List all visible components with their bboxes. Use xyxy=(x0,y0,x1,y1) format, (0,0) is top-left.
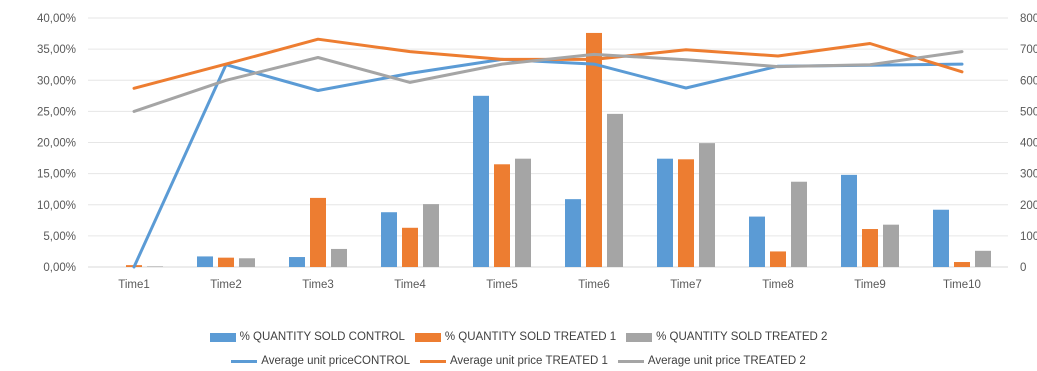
legend-label: % QUANTITY SOLD TREATED 2 xyxy=(656,331,828,343)
combo-chart: 0,00% 5,00% 10,00% 15,00% 20,00% 25,00% 30,00%… xyxy=(37,13,1037,291)
legend-swatch xyxy=(209,332,236,342)
legend-label: Average unit price TREATED 2 xyxy=(647,355,806,367)
series-line xyxy=(132,37,964,90)
y-tick-label-left: 5,00% xyxy=(43,231,76,243)
bar xyxy=(699,143,715,267)
bar xyxy=(218,257,234,267)
bar xyxy=(791,181,807,267)
x-tick-label: Time7 xyxy=(670,279,702,291)
y-tick-label-left: 40,00% xyxy=(37,13,76,25)
bar xyxy=(310,197,326,267)
legend-label: % QUANTITY SOLD TREATED 1 xyxy=(444,331,617,343)
legend-label: Average unit priceCONTROL xyxy=(261,355,410,367)
y-tick-label-right: 100 xyxy=(1020,231,1037,243)
bar xyxy=(331,248,347,267)
x-tick-label: Time1 xyxy=(118,279,150,291)
bar xyxy=(607,113,623,268)
series-line xyxy=(132,50,964,113)
bar xyxy=(197,256,213,267)
x-tick-label: Time3 xyxy=(302,279,334,291)
y-tick-label-left: 25,00% xyxy=(37,106,76,118)
bar xyxy=(883,224,899,267)
x-tick-label: Time6 xyxy=(578,279,610,291)
legend-label: % QUANTITY SOLD CONTROL xyxy=(239,331,405,343)
legend-row-bars: % QUANTITY SOLD CONTROL % QUANTITY SOLD … xyxy=(0,331,1037,343)
legend-row-lines: Average unit priceCONTROL Average unit p… xyxy=(0,355,1037,367)
bar xyxy=(381,212,397,267)
legend-item-control-line: Average unit priceCONTROL xyxy=(231,355,410,367)
bar xyxy=(402,227,418,267)
y-axis-right: 0 100 200 300 400 500 600 700 800 xyxy=(1020,13,1037,274)
bar xyxy=(473,95,489,267)
y-tick-label-right: 700 xyxy=(1020,44,1037,56)
y-tick-label-left: 20,00% xyxy=(37,138,76,150)
bar xyxy=(565,199,581,267)
line-series-group xyxy=(132,37,964,269)
y-tick-label-right: 400 xyxy=(1020,138,1037,150)
y-tick-label-right: 500 xyxy=(1020,106,1037,118)
y-tick-label-left: 10,00% xyxy=(37,200,76,212)
legend-label: Average unit price TREATED 1 xyxy=(449,355,608,367)
bar xyxy=(954,262,970,267)
bar xyxy=(515,158,531,267)
y-tick-label-left: 30,00% xyxy=(37,75,76,87)
bar xyxy=(586,32,602,267)
bar xyxy=(423,204,439,267)
bar xyxy=(841,174,857,267)
legend-swatch xyxy=(419,359,446,363)
bar xyxy=(289,257,305,267)
x-axis: Time1 Time2 Time3 Time4 Time5 Time6 Time7 Time8… xyxy=(118,279,981,291)
legend-item-control-bar: % QUANTITY SOLD CONTROL xyxy=(209,331,405,343)
y-tick-label-right: 600 xyxy=(1020,75,1037,87)
legend-swatch xyxy=(626,332,653,342)
bar xyxy=(862,229,878,267)
bar xyxy=(933,209,949,267)
bar-series-group xyxy=(126,32,991,268)
bar xyxy=(239,258,255,267)
legend-swatch xyxy=(414,332,441,342)
legend-item-treated2-line: Average unit price TREATED 2 xyxy=(617,355,806,367)
x-tick-label: Time10 xyxy=(943,279,981,291)
legend-item-treated1-line: Average unit price TREATED 1 xyxy=(419,355,608,367)
bar xyxy=(657,158,673,267)
bar xyxy=(147,266,163,267)
x-tick-label: Time9 xyxy=(854,279,886,291)
y-tick-label-left: 0,00% xyxy=(43,262,76,274)
bar xyxy=(975,250,991,267)
bar xyxy=(678,159,694,267)
gridlines xyxy=(88,17,1008,268)
y-tick-label-right: 300 xyxy=(1020,169,1037,181)
legend-item-treated1-bar: % QUANTITY SOLD TREATED 1 xyxy=(414,331,617,343)
legend-item-treated2-bar: % QUANTITY SOLD TREATED 2 xyxy=(626,331,827,343)
bar xyxy=(770,251,786,267)
y-tick-label-right: 800 xyxy=(1020,13,1037,25)
bar xyxy=(749,216,765,267)
legend-swatch xyxy=(231,359,258,363)
x-tick-label: Time4 xyxy=(394,279,426,291)
y-tick-label-left: 35,00% xyxy=(37,44,76,56)
y-tick-label-left: 15,00% xyxy=(37,169,76,181)
x-tick-label: Time5 xyxy=(486,279,518,291)
legend-swatch xyxy=(617,359,644,363)
x-tick-label: Time2 xyxy=(210,279,242,291)
y-tick-label-right: 200 xyxy=(1020,200,1037,212)
y-axis-left: 0,00% 5,00% 10,00% 15,00% 20,00% 25,00% 30,00%… xyxy=(37,13,76,274)
bar xyxy=(494,164,510,267)
y-tick-label-right: 0 xyxy=(1020,262,1026,274)
x-tick-label: Time8 xyxy=(762,279,794,291)
